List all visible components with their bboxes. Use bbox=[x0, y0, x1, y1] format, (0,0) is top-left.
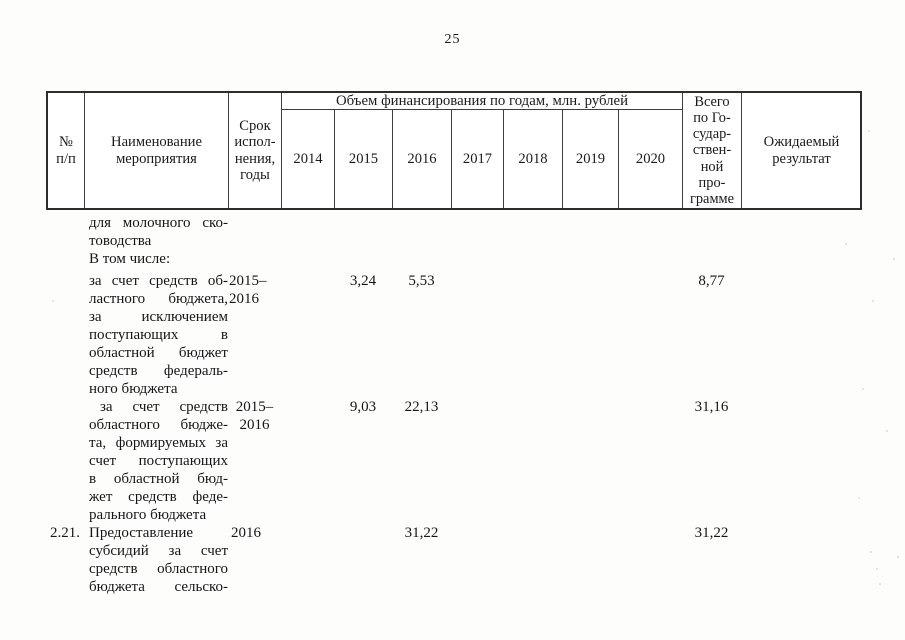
table-row-including-label: В том числе: bbox=[46, 250, 862, 268]
table-row-continuation: для молочного ско-товодства bbox=[46, 214, 862, 250]
header-cell-year-2014: 2014 bbox=[281, 110, 334, 208]
header-cell-number: № п/п bbox=[56, 134, 76, 167]
table-header: № п/п Наименование мероприятия Срок испо… bbox=[46, 91, 862, 210]
header-cell-year-2020: 2020 bbox=[618, 110, 682, 208]
table-row-2-21-subsidies: 2.21. Предоставление субсидий за счет сред… bbox=[46, 524, 862, 596]
value-2015: 3,24 bbox=[349, 273, 377, 289]
header-cell-program-total: Всего по Го- судар- ствен- ной про- грам… bbox=[682, 93, 741, 208]
page-number: 25 bbox=[444, 32, 461, 47]
row-number: 2.21. bbox=[50, 525, 80, 541]
value-2016: 5,53 bbox=[408, 273, 435, 289]
header-cell-measure-name: Наименование мероприятия bbox=[84, 93, 228, 208]
measure-name: за счет средств областного бюдже-та, форм… bbox=[89, 399, 228, 523]
header-cell-year-2018: 2018 bbox=[503, 110, 562, 208]
including-label: В том числе: bbox=[89, 251, 171, 267]
header-cell-finance-group: Объем финансирования по годам, млн. рубл… bbox=[281, 93, 682, 110]
table-row-oblast-budget-excl-federal: за счет средств об-ластного бюджета, за и… bbox=[46, 272, 862, 398]
table-row-oblast-budget-from-federal: за счет средств областного бюдже-та, форм… bbox=[46, 398, 862, 524]
term-years: 2015– 2016 bbox=[229, 273, 267, 307]
value-program-total: 31,16 bbox=[694, 399, 729, 415]
measure-name: Предоставление субсидий за счет средств об… bbox=[89, 525, 228, 595]
table-body: для молочного ско-товодства В том числе:… bbox=[46, 210, 862, 596]
value-2016: 22,13 bbox=[404, 399, 439, 415]
measure-name: за счет средств об-ластного бюджета, за и… bbox=[89, 273, 228, 397]
header-cell-year-2017: 2017 bbox=[451, 110, 503, 208]
header-cell-year-2016: 2016 bbox=[392, 110, 451, 208]
measure-name: для молочного ско-товодства bbox=[89, 215, 228, 249]
term-years: 2016 bbox=[231, 525, 261, 541]
value-2015: 9,03 bbox=[349, 399, 377, 415]
term-years: 2015– 2016 bbox=[235, 399, 274, 433]
header-cell-year-2015: 2015 bbox=[334, 110, 392, 208]
header-cell-year-2019: 2019 bbox=[562, 110, 618, 208]
header-cell-term: Срок испол- нения, годы bbox=[228, 93, 281, 208]
value-program-total: 31,22 bbox=[694, 525, 729, 541]
header-cell-expected-result: Ожидаемый результат bbox=[741, 93, 861, 208]
value-program-total: 8,77 bbox=[698, 273, 725, 289]
value-2016: 31,22 bbox=[404, 525, 439, 541]
